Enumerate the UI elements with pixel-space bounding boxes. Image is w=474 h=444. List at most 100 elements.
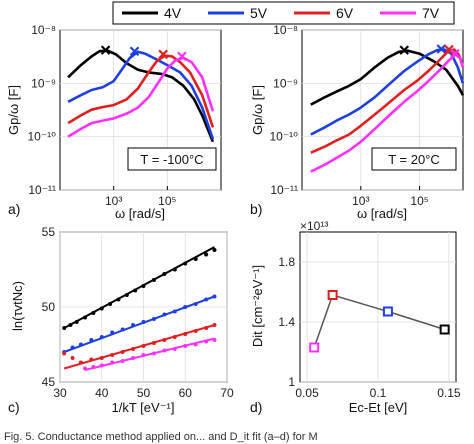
tick-label-y: 10⁻¹⁰ bbox=[28, 130, 57, 144]
series-line-5V bbox=[67, 50, 215, 140]
series-line-4V bbox=[310, 49, 465, 106]
data-point-5V bbox=[193, 302, 198, 306]
legend-label-7V: 7V bbox=[422, 5, 440, 21]
data-point-6V bbox=[70, 356, 75, 360]
marker-5V bbox=[382, 306, 393, 317]
data-point-6V bbox=[162, 338, 167, 342]
panel-a-letter: a) bbox=[8, 201, 20, 217]
data-point-6V bbox=[212, 323, 217, 327]
tick-label-y: 10⁻⁹ bbox=[31, 76, 56, 90]
tick-label-x: 10⁵ bbox=[158, 194, 176, 208]
tick-label-y: 1.8 bbox=[278, 255, 295, 269]
data-point-6V bbox=[193, 329, 198, 333]
data-point-6V bbox=[131, 347, 136, 351]
peak-marker-4V bbox=[100, 45, 111, 55]
data-point-5V bbox=[110, 330, 115, 335]
tick-label-x: 10³ bbox=[352, 194, 369, 208]
panel-b-letter: b) bbox=[250, 201, 262, 217]
fit-line-7V bbox=[84, 337, 215, 371]
data-point-4V bbox=[68, 323, 73, 327]
series-line-6V bbox=[67, 54, 215, 128]
data-point-6V bbox=[99, 356, 104, 360]
panel-b-xlabel: ω [rad/s] bbox=[357, 206, 407, 221]
legend-label-5V: 5V bbox=[250, 5, 268, 21]
data-point-4V bbox=[162, 272, 167, 276]
data-point-4V bbox=[212, 248, 217, 252]
data-point-7V bbox=[212, 338, 217, 342]
panel-d-xlabel: Ec-Et [eV] bbox=[349, 400, 408, 415]
panel-c-ylabel: ln(τvtNc) bbox=[10, 281, 25, 331]
panel-a: 10³ 10⁵ 10⁻¹¹ 10⁻¹⁰ 10⁻⁹ 10⁻⁸ T = -100°C Gp/ω… bbox=[6, 23, 222, 221]
panel-c-letter: c) bbox=[8, 399, 20, 415]
tick-label-x: 0.05 bbox=[295, 386, 319, 400]
tick-label-y: 55 bbox=[42, 225, 56, 239]
data-point-7V bbox=[131, 356, 136, 360]
data-point-4V bbox=[74, 320, 79, 324]
data-point-7V bbox=[141, 353, 146, 357]
data-point-7V bbox=[91, 365, 96, 369]
data-point-4V bbox=[141, 284, 146, 288]
data-point-4V bbox=[99, 306, 104, 311]
data-point-7V bbox=[151, 351, 156, 356]
tick-label-x: 0.1 bbox=[370, 386, 387, 400]
series-line-4V bbox=[67, 49, 215, 143]
data-point-5V bbox=[70, 345, 75, 350]
data-point-7V bbox=[110, 360, 115, 365]
tick-label-x: 30 bbox=[53, 386, 67, 400]
tick-label-x: 10⁵ bbox=[410, 194, 428, 208]
data-point-5V bbox=[162, 312, 167, 317]
peak-marker-5V bbox=[436, 44, 447, 54]
data-point-4V bbox=[183, 261, 188, 266]
marker-4V bbox=[439, 324, 450, 335]
data-point-7V bbox=[99, 363, 104, 368]
data-point-6V bbox=[183, 332, 188, 336]
panel-d-letter: d) bbox=[250, 399, 262, 415]
data-point-6V bbox=[151, 341, 156, 345]
panel-b-annotation-text: T = 20°C bbox=[388, 152, 440, 167]
data-point-6V bbox=[110, 353, 115, 357]
data-point-5V bbox=[141, 320, 146, 324]
peak-marker-4V bbox=[399, 45, 409, 55]
panel-b: 10³ 10⁵ 10⁻¹¹ 10⁻¹⁰ 10⁻⁹ 10⁻⁸ T = 20°C Gp/ω [… bbox=[250, 23, 465, 221]
connector-line bbox=[313, 294, 445, 348]
peak-marker-6V bbox=[158, 49, 168, 60]
tick-label-y: 45 bbox=[42, 375, 56, 389]
data-point-5V bbox=[89, 338, 94, 342]
data-point-7V bbox=[204, 339, 209, 344]
marker-6V bbox=[327, 290, 338, 300]
panel-a-xlabel: ω [rad/s] bbox=[115, 206, 165, 221]
panel-d-multiplier: ×10¹³ bbox=[300, 219, 328, 233]
data-point-5V bbox=[99, 335, 104, 339]
data-point-7V bbox=[162, 348, 167, 353]
panel-d-ylabel: Dit [cm⁻²eV⁻¹] bbox=[250, 265, 265, 347]
fit-line-4V bbox=[63, 246, 215, 329]
peak-marker-5V bbox=[129, 46, 140, 57]
data-point-4V bbox=[91, 311, 96, 315]
legend: 4V 5V 6V 7V bbox=[112, 1, 455, 25]
panel-c-xlabel: 1/kT [eV⁻¹] bbox=[112, 400, 175, 415]
tick-label-y: 1 bbox=[288, 375, 295, 389]
peak-marker-7V bbox=[450, 48, 460, 59]
tick-label-x: 50 bbox=[137, 386, 151, 400]
data-point-7V bbox=[172, 347, 177, 351]
data-point-7V bbox=[183, 344, 188, 348]
data-point-7V bbox=[83, 366, 88, 371]
tick-label-x: 40 bbox=[95, 386, 109, 400]
data-point-5V bbox=[204, 297, 209, 302]
data-point-6V bbox=[89, 357, 94, 362]
data-point-4V bbox=[204, 252, 209, 257]
panel-a-annotation-text: T = -100°C bbox=[140, 152, 203, 167]
data-point-5V bbox=[183, 305, 188, 309]
data-point-5V bbox=[151, 317, 156, 321]
data-point-5V bbox=[172, 309, 177, 314]
tick-label-y: 10⁻⁹ bbox=[273, 76, 298, 90]
peak-marker-7V bbox=[177, 51, 187, 62]
panel-a-annotation: T = -100°C bbox=[127, 147, 217, 171]
data-point-6V bbox=[120, 350, 125, 354]
data-point-4V bbox=[62, 326, 67, 330]
peak-marker-6V bbox=[444, 44, 454, 55]
data-point-4V bbox=[193, 257, 198, 261]
data-point-4V bbox=[116, 297, 121, 302]
